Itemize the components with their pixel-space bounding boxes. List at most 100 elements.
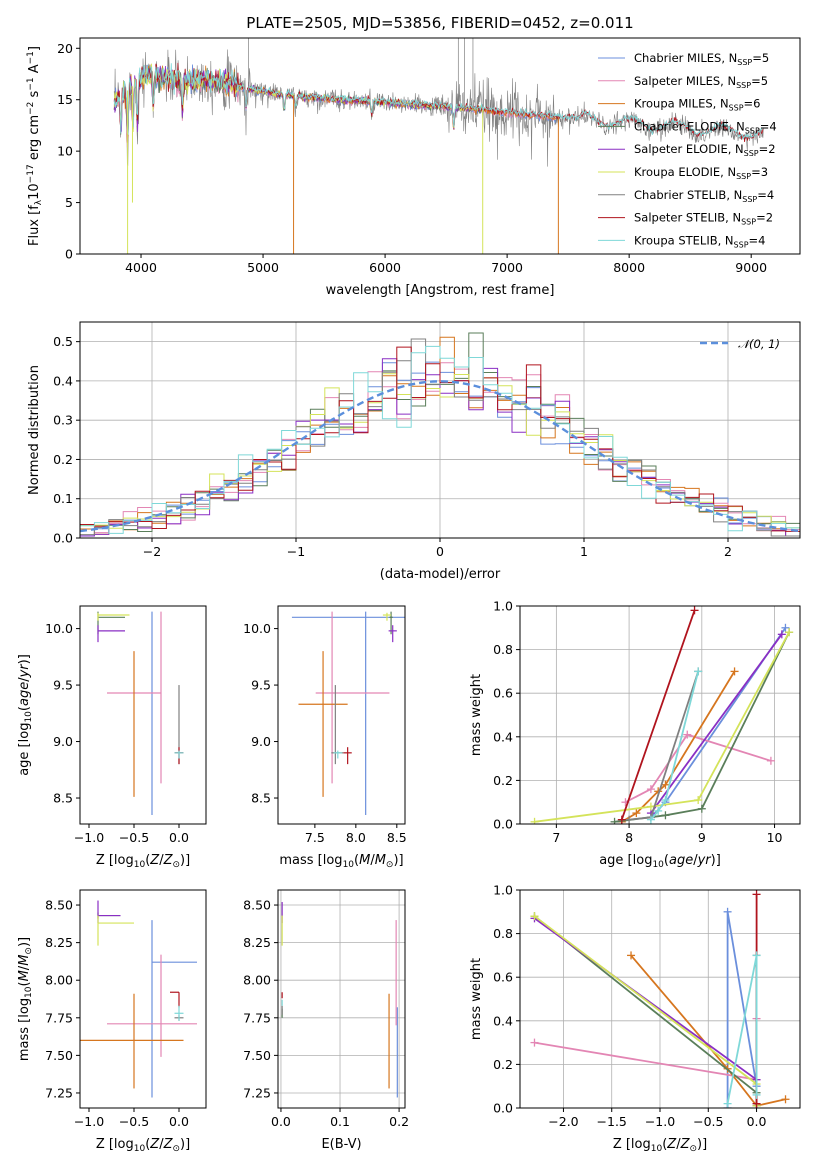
- y-tick-label: 0.6: [493, 970, 513, 985]
- y-tick-label: 7.50: [243, 1048, 271, 1063]
- y-tick-label: 9.0: [53, 734, 73, 749]
- x-tick-label: −2: [143, 544, 161, 559]
- y-tick-label: 8.00: [243, 973, 271, 988]
- x-tick-label: 10: [767, 830, 783, 845]
- weight-line: [650, 633, 783, 814]
- y-tick-label: 10.0: [243, 621, 271, 636]
- normal-curve: [80, 380, 800, 533]
- y-tick-label: 0.4: [53, 373, 73, 388]
- x-tick-label: 0.0: [747, 1114, 767, 1129]
- y-tick-label: 0.4: [493, 729, 513, 744]
- x-tick-label: 0.0: [169, 830, 189, 845]
- y-tick-label: 5: [65, 195, 73, 210]
- y-tick-label: 8.50: [45, 898, 73, 913]
- plot-area-age-vs-mass: [291, 611, 405, 815]
- axes-age-vs-Z: −1.0 −0.5 0.0 8.5 9.0 9.5 10.0 Z [log10(Z/Z⊙)] a…: [17, 605, 207, 870]
- y-tick-label: 8.25: [45, 935, 73, 950]
- y-tick-label: 1.0: [493, 883, 513, 898]
- legend-entry: Chabrier STELIB, NSSP=4: [634, 188, 774, 204]
- axes-weight-vs-Z: −2.0 −1.5 −1.0 −0.5 0.0 0.0 0.2 0.4 0.6 0.8 1.0 Z […: [469, 883, 801, 1154]
- legend-entry: Salpeter STELIB, NSSP=2: [634, 211, 773, 227]
- y-tick-label: 0.6: [493, 686, 513, 701]
- x-axis-label: (data-model)/error: [380, 567, 501, 582]
- legend-entry: Salpeter MILES, NSSP=5: [634, 74, 768, 90]
- axes-residuals: −2 −1 0 1 2 0.0 0.1 0.2 0.3 0.4 0.5 (data-model)/er…: [27, 321, 801, 582]
- x-tick-label: 8: [625, 830, 633, 845]
- weight-line: [533, 915, 758, 1106]
- legend-entry: Chabrier MILES, NSSP=5: [634, 51, 769, 67]
- y-tick-label: 7.25: [45, 1085, 73, 1100]
- y-tick-label: 0.3: [53, 413, 73, 428]
- y-axis-label: Flux [fλ10−17 erg cm−2 s−1 A−1]: [26, 46, 44, 246]
- plot-area-spectrum: [113, 38, 764, 254]
- plot-area-age-vs-Z: [97, 611, 184, 815]
- x-tick-label: 5000: [247, 260, 279, 275]
- y-tick-label: 0.0: [493, 817, 513, 832]
- x-tick-label: 0.2: [389, 1114, 409, 1129]
- y-tick-label: 15: [57, 92, 73, 107]
- plot-area-weight-vs-age: [530, 606, 794, 824]
- x-tick-label: −1.5: [597, 1114, 627, 1129]
- y-tick-label: 10.0: [45, 621, 73, 636]
- y-axis-label: age [log10(age/yr)]: [17, 654, 34, 776]
- x-tick-label: 0.0: [271, 1114, 291, 1129]
- y-tick-label: 8.5: [53, 791, 73, 806]
- legend-entry: Salpeter ELODIE, NSSP=2: [634, 142, 776, 158]
- x-tick-label: 8000: [613, 260, 645, 275]
- y-tick-label: 0: [65, 247, 73, 262]
- x-tick-label: 8.5: [387, 830, 407, 845]
- x-axis-label: E(B-V): [321, 1137, 361, 1152]
- plot-area-weight-vs-Z: [530, 890, 790, 1108]
- x-tick-label: 9: [698, 830, 706, 845]
- histogram-steps: [80, 346, 800, 532]
- weight-line: [533, 915, 758, 1106]
- x-axis-label: Z [log10(Z/Z⊙)]: [96, 1137, 190, 1154]
- axes-frame: [277, 889, 406, 1109]
- axes-weight-vs-age: 7 8 9 10 0.0 0.2 0.4 0.6 0.8 1.0 age [log10(age/yr…: [469, 599, 801, 870]
- axes-frame: [79, 605, 207, 825]
- spectrum-line: [113, 63, 764, 140]
- x-tick-label: 1: [580, 544, 588, 559]
- weight-line: [630, 954, 786, 1107]
- axes-mass-vs-ebv: 0.0 0.1 0.2 7.25 7.50 7.75 8.00 8.25 8.50 E(B-V): [243, 889, 409, 1152]
- y-tick-label: 7.50: [45, 1048, 73, 1063]
- plot-area-residuals: [80, 332, 800, 537]
- y-tick-label: 1.0: [493, 599, 513, 614]
- x-tick-label: 6000: [369, 260, 401, 275]
- axes-age-vs-mass: 7.5 8.0 8.5 8.5 9.0 9.5 10.0 mass [log10(M/M⊙)]: [243, 605, 407, 870]
- weight-line: [620, 610, 696, 820]
- legend-entry: Chabrier ELODIE, NSSP=4: [634, 119, 777, 135]
- y-tick-label: 0.2: [53, 452, 73, 467]
- y-axis-label: mass weight: [469, 958, 484, 1040]
- y-tick-label: 0.5: [53, 334, 73, 349]
- y-tick-label: 0.2: [493, 773, 513, 788]
- x-tick-label: 0: [436, 544, 444, 559]
- x-axis-label: mass [log10(M/M⊙)]: [279, 853, 403, 870]
- y-tick-label: 10: [57, 144, 73, 159]
- y-tick-label: 0.0: [53, 531, 73, 546]
- x-axis-label: Z [log10(Z/Z⊙)]: [613, 1137, 707, 1154]
- legend-entry: Kroupa ELODIE, NSSP=3: [634, 165, 768, 181]
- x-tick-label: −0.5: [119, 830, 149, 845]
- y-tick-label: 9.5: [251, 678, 271, 693]
- axes-frame: [519, 605, 801, 825]
- x-tick-label: 7000: [491, 260, 523, 275]
- x-tick-label: 2: [724, 544, 732, 559]
- legend-entry: Kroupa MILES, NSSP=6: [634, 97, 760, 113]
- y-tick-label: 20: [57, 41, 73, 56]
- plot-area-mass-vs-ebv: [281, 902, 398, 1098]
- y-tick-label: 7.25: [243, 1085, 271, 1100]
- x-axis-label: age [log10(age/yr)]: [599, 853, 721, 870]
- y-tick-label: 7.75: [243, 1010, 271, 1025]
- x-tick-label: −2.0: [548, 1114, 578, 1129]
- y-tick-label: 8.25: [243, 935, 271, 950]
- x-tick-label: 9000: [735, 260, 767, 275]
- histogram-steps: [80, 345, 800, 534]
- weight-line: [650, 671, 700, 821]
- y-tick-label: 7.75: [45, 1010, 73, 1025]
- y-tick-label: 8.50: [243, 898, 271, 913]
- weight-line: [629, 671, 700, 821]
- y-tick-label: 0.8: [493, 926, 513, 941]
- y-tick-label: 0.4: [493, 1013, 513, 1028]
